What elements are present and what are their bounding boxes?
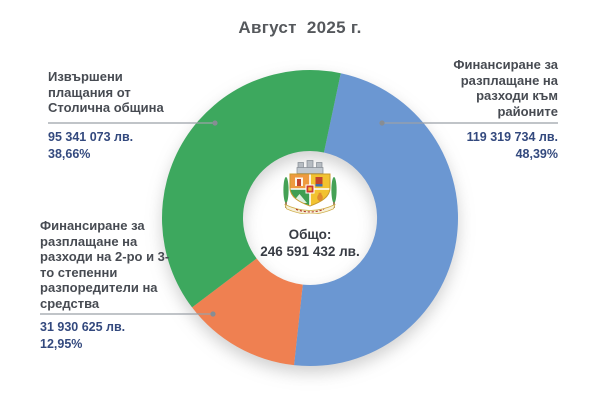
pie-slice-spending-units[interactable] [192,258,303,366]
pie-slice-municipality-payments[interactable] [162,69,341,308]
values-spending-units: 31 930 625 лв. 12,95% [40,319,190,352]
motto-ribbon-icon [284,203,336,214]
pie-slice-districts[interactable] [294,73,459,366]
values-districts: 119 319 734 лв. 48,39% [408,129,558,162]
center-total-label: Общо: [288,227,332,242]
center-total-value: 246 591 432 лв. [260,244,360,259]
donut-slices [162,69,459,366]
percent-districts: 48,39% [515,146,558,161]
mural-crown-icon [296,160,324,174]
value-spending-units: 31 930 625 лв. [40,320,126,334]
label-districts: Финансиране за разплащане на разходи към… [453,57,558,119]
label-spending-units: Финансиране за разплащане на разходи на … [40,218,170,311]
label-municipality-payments: Извършени плащания от Столична община [48,69,164,115]
sofia-coat-of-arms-icon [283,160,337,214]
percent-spending-units: 12,95% [40,336,83,351]
value-districts: 119 319 734 лв. [466,130,558,144]
values-municipality-payments: 95 341 073 лв. 38,66% [48,129,198,162]
percent-municipality-payments: 38,66% [48,146,91,161]
value-municipality-payments: 95 341 073 лв. [48,130,134,144]
center-total: Общо: 246 591 432 лв. [225,226,395,260]
shield-quarters [290,174,330,206]
chart-title: Август 2025 г. [238,18,362,37]
